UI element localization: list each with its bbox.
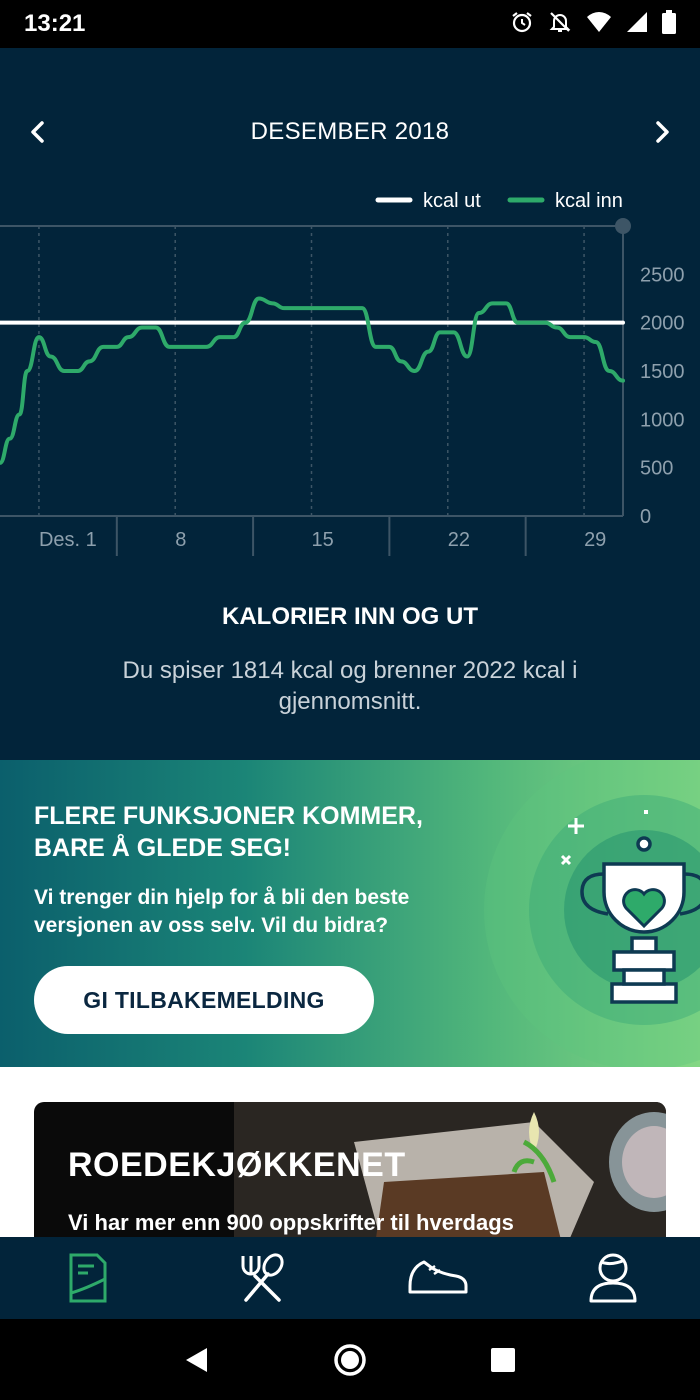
calorie-chart: Des. 1 8 15 22 29 2500 2000 1500 1000 500 0 kcal ut… (0, 190, 685, 556)
trophy-heart-icon (484, 760, 700, 1067)
wifi-icon (587, 12, 611, 32)
bottom-navigation (0, 1237, 700, 1319)
summary-text: Du spiser 1814 kcal og brenner 2022 kcal… (122, 657, 578, 715)
series-line-kcal-in (0, 296, 625, 465)
previous-month-button[interactable] (14, 112, 62, 152)
back-triangle-icon (185, 1347, 207, 1372)
y-tick-label: 2000 (640, 313, 685, 335)
alarm-icon (512, 12, 532, 33)
tab-diary[interactable] (0, 1237, 175, 1319)
recipe-subtitle: Vi har mer enn 900 oppskrifter til hverd… (68, 1210, 514, 1235)
x-tick-label: 15 (312, 529, 334, 551)
x-tick-label: Des. 1 (39, 529, 97, 551)
month-title: DESEMBER 2018 (250, 118, 450, 145)
y-tick-label: 500 (640, 458, 673, 480)
legend-label: kcal inn (555, 190, 623, 212)
recipe-food-image (234, 1102, 666, 1237)
fork-spoon-icon (241, 1253, 284, 1302)
home-circle-icon (334, 1343, 366, 1376)
status-time: 13:21 (24, 10, 86, 37)
home-button[interactable] (320, 1330, 380, 1390)
y-tick-label: 0 (640, 506, 651, 528)
y-tick-label: 1000 (640, 409, 685, 431)
promo-text: Vi trenger din hjelp for å bli den beste… (34, 886, 410, 937)
chevron-left-icon (31, 121, 44, 143)
notifications-off-icon (549, 12, 571, 32)
status-bar: 13:21 (0, 0, 700, 48)
stats-section: DESEMBER 2018 Des. 1 8 15 22 29 2500 2000 1500 1… (0, 48, 700, 760)
next-month-button[interactable] (638, 112, 686, 152)
legend-label: kcal ut (423, 190, 481, 212)
system-navigation (0, 1319, 700, 1400)
promo-title: FLERE FUNKSJONER KOMMER, BARE Å GLEDE SE… (34, 802, 423, 862)
tab-activity[interactable] (350, 1237, 525, 1319)
recents-square-icon (491, 1347, 516, 1372)
x-tick-label: 22 (448, 529, 470, 551)
feedback-button[interactable]: GI TILBAKEMELDING (34, 966, 374, 1034)
status-icons (510, 10, 676, 34)
month-navigation: DESEMBER 2018 (0, 112, 700, 152)
content-area: ROEDEKJØKKENET Vi har mer enn 900 oppskr… (0, 1067, 700, 1237)
feedback-promo: FLERE FUNKSJONER KOMMER, BARE Å GLEDE SE… (0, 760, 700, 1067)
recents-button[interactable] (473, 1330, 533, 1390)
battery-icon (662, 10, 676, 34)
summary-title: KALORIER INN OG UT (222, 603, 478, 630)
signal-icon (627, 12, 647, 32)
x-tick-label: 29 (584, 529, 606, 551)
shoe-icon (408, 1260, 467, 1294)
tab-recipes[interactable] (175, 1237, 350, 1319)
y-tick-label: 1500 (640, 361, 685, 383)
recipe-card[interactable]: ROEDEKJØKKENET Vi har mer enn 900 oppskr… (34, 1102, 666, 1237)
user-icon (589, 1253, 636, 1303)
diary-icon (69, 1253, 106, 1303)
y-tick-label: 2500 (640, 264, 685, 286)
back-button[interactable] (167, 1330, 227, 1390)
x-tick-label: 8 (175, 529, 186, 551)
recipe-title: ROEDEKJØKKENET (68, 1146, 406, 1184)
tab-profile[interactable] (525, 1237, 700, 1319)
chart-corner-marker (615, 218, 631, 234)
chevron-right-icon (656, 121, 669, 143)
